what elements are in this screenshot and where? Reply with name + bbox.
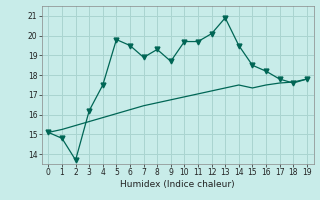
X-axis label: Humidex (Indice chaleur): Humidex (Indice chaleur) — [120, 180, 235, 189]
